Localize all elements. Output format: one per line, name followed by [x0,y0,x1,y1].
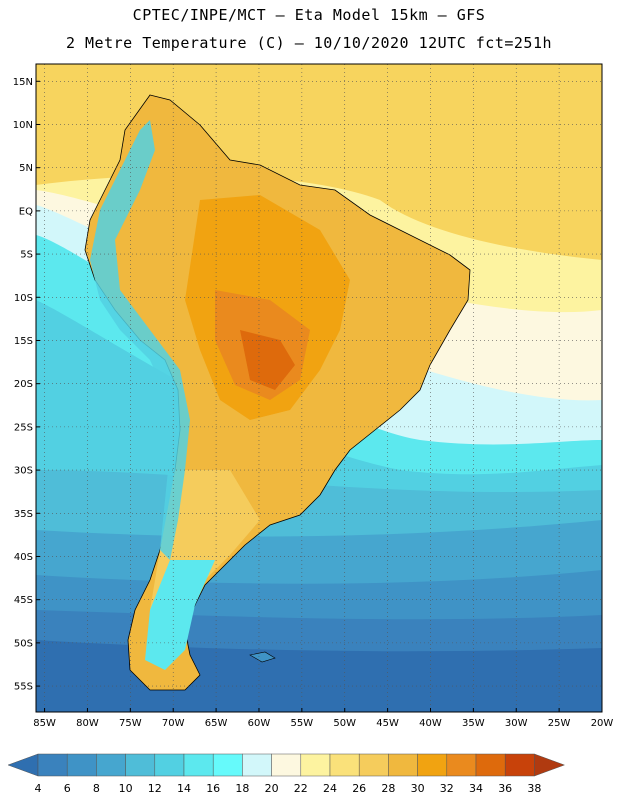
falkland-islands [249,651,276,663]
lat-label: 15S [14,336,33,347]
lon-label: 20W [591,718,614,729]
title-line-1: CPTEC/INPE/MCT – Eta Model 15km – GFS [132,6,486,24]
colorbar-box [358,753,389,777]
lon-label: 80W [76,718,99,729]
lon-label: 70W [162,718,185,729]
lon-label: 30W [505,718,528,729]
colorbar-box [271,753,302,777]
colorbar-label: 32 [440,782,454,795]
colorbar-label: 38 [527,782,541,795]
lon-label: 25W [548,718,571,729]
lon-label: 50W [333,718,356,729]
title-line-2: 2 Metre Temperature (C) – 10/10/2020 12U… [65,34,553,52]
colorbar-label: 24 [323,782,337,795]
lat-label: EQ [19,206,33,217]
colorbar-box [37,753,68,777]
colorbar-label: 18 [235,782,249,795]
lon-label: 35W [462,718,485,729]
lat-label: 20S [14,379,33,390]
lat-label: 45S [14,595,33,606]
lat-label: 25S [14,422,33,433]
andes-cold-strip [90,120,190,560]
map-frame [35,63,603,713]
colorbar-label: 14 [177,782,191,795]
colorbar-label: 26 [352,782,366,795]
lat-label: 55S [14,682,33,693]
colorbar-box [329,753,360,777]
colorbar-box [300,753,331,777]
colorbar-label: 8 [93,782,100,795]
colorbar-label: 6 [64,782,71,795]
colorbar-label: 28 [381,782,395,795]
colorbar-box [183,753,214,777]
colorbar-box [154,753,185,777]
colorbar-label: 30 [411,782,425,795]
lon-label: 55W [291,718,314,729]
lon-label: 60W [248,718,271,729]
lon-label: 40W [419,718,442,729]
lon-label: 65W [205,718,228,729]
lat-label: 5S [20,250,33,261]
lat-label: 10N [13,120,33,131]
colorbar-label: 4 [35,782,42,795]
graticule [36,64,602,712]
map-field [36,64,602,712]
colorbar-box [446,753,477,777]
colorbar-box [504,753,535,777]
lat-label: 10S [14,293,33,304]
colorbar-box [388,753,418,777]
patagonia-cold [145,560,215,670]
lon-label: 85W [33,718,56,729]
lat-label: 35S [14,509,33,520]
lat-label: 40S [14,552,33,563]
colorbar-box [242,753,272,777]
colorbar-label: 34 [469,782,483,795]
lon-label: 75W [119,718,142,729]
colorbar-box [66,753,97,777]
lat-label: 30S [14,466,33,477]
colorbar-label: 12 [148,782,162,795]
lat-label: 15N [13,77,33,88]
colorbar-arrow-left [7,753,39,777]
axis-labels: 15N 10N 5N EQ 5S 10S 15S 20S 25S 30S 35S 40S 45S 50S 5… [13,77,614,729]
lat-label: 5N [19,163,33,174]
lon-label: 45W [376,718,399,729]
colorbar-box [475,753,506,777]
colorbar-box [96,753,126,777]
colorbar-label: 22 [294,782,308,795]
colorbar: 4 6 8 10 12 14 16 18 20 22 24 26 28 30 32 34 36 38 [7,753,566,795]
colorbar-box [125,753,156,777]
colorbar-label: 16 [206,782,220,795]
colorbar-label: 36 [498,782,512,795]
hot-core-36 [240,330,295,390]
colorbar-label: 20 [265,782,279,795]
colorbar-arrow-right [534,753,566,777]
colorbar-box [212,753,243,777]
colorbar-label: 10 [119,782,133,795]
colorbar-box [417,753,448,777]
lat-label: 50S [14,638,33,649]
